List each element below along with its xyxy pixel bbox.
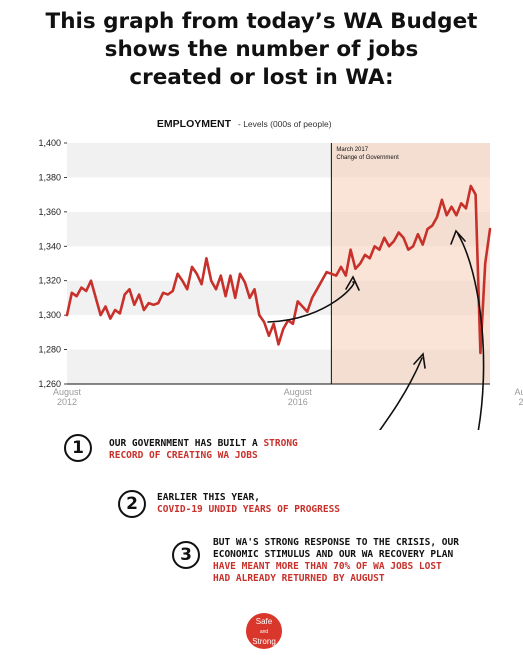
x-tick-label: 2016 bbox=[288, 397, 308, 407]
post-2017-shading bbox=[331, 143, 490, 384]
annotation-3-line-1: BUT WA'S STRONG RESPONSE TO THE CRISIS, … bbox=[213, 537, 459, 548]
annotation-3-number: 3 bbox=[172, 541, 200, 569]
y-tick-label: 1,360 bbox=[38, 207, 61, 217]
annotation-3-line-4: HAD ALREADY RETURNED BY AUGUST bbox=[213, 573, 385, 584]
headline-line-3: created or lost in WA: bbox=[129, 65, 394, 90]
arrow-3-head bbox=[450, 229, 466, 245]
arrow-2-head bbox=[413, 352, 426, 369]
annotation-2-number: 2 bbox=[118, 490, 146, 518]
annotation-1-line-2: RECORD OF CREATING WA JOBS bbox=[109, 450, 258, 461]
event-marker-label-2: Change of Government bbox=[336, 155, 399, 161]
annotation-arrows bbox=[267, 229, 485, 430]
headline-line-1: This graph from today’s WA Budget bbox=[45, 9, 478, 34]
x-tick-label: August bbox=[284, 387, 313, 397]
y-tick-label: 1,320 bbox=[38, 276, 61, 286]
annotation-1-number: 1 bbox=[64, 434, 92, 462]
chart-subtitle: - Levels (000s of people) bbox=[238, 119, 332, 129]
y-axis-ticks: 1,400 1,380 1,360 1,340 1,320 1,300 1,280 1,260 bbox=[38, 138, 67, 389]
y-tick-label: 1,260 bbox=[38, 379, 61, 389]
y-tick-label: 1,280 bbox=[38, 345, 61, 355]
chart-title: EMPLOYMENT bbox=[157, 118, 232, 130]
annotation-1-line-1-red: STRONG bbox=[263, 438, 298, 449]
annotation-1-line-1: OUR GOVERNMENT HAS BUILT A bbox=[109, 438, 258, 449]
employment-chart: March 2017 Change of Government 1,400 1,3… bbox=[38, 118, 523, 430]
arrow-1-head bbox=[345, 275, 360, 291]
event-marker-label-1: March 2017 bbox=[336, 147, 368, 153]
arrow-2 bbox=[379, 357, 423, 430]
y-tick-label: 1,300 bbox=[38, 310, 61, 320]
arrow-1 bbox=[267, 281, 355, 323]
annotation-2: EARLIER THIS YEAR, COVID-19 UNDID YEARS … bbox=[157, 492, 340, 516]
x-axis-ticks: August2012August2016August2020 bbox=[53, 387, 523, 407]
y-tick-label: 1,380 bbox=[38, 172, 61, 182]
x-tick-label: 2012 bbox=[57, 397, 77, 407]
headline: This graph from today’s WA Budget shows … bbox=[0, 8, 523, 92]
annotation-2-line-2: COVID-19 UNDID YEARS OF PROGRESS bbox=[157, 504, 341, 515]
x-tick-label: 2020 bbox=[518, 397, 523, 407]
x-tick-label: August bbox=[53, 387, 82, 397]
y-tick-label: 1,400 bbox=[38, 138, 61, 148]
annotation-2-line-1: EARLIER THIS YEAR, bbox=[157, 492, 260, 503]
arrow-3 bbox=[457, 233, 485, 430]
annotation-3-line-3: HAVE MEANT MORE THAN 70% OF WA JOBS LOST bbox=[213, 561, 442, 572]
annotation-1: OUR GOVERNMENT HAS BUILT A STRONG RECORD… bbox=[109, 438, 298, 462]
annotation-3: BUT WA'S STRONG RESPONSE TO THE CRISIS, … bbox=[213, 537, 459, 585]
y-tick-label: 1,340 bbox=[38, 241, 61, 251]
safe-and-strong-logo: Safe and Strong bbox=[246, 613, 282, 649]
employment-series-line bbox=[65, 184, 492, 355]
headline-line-2: shows the number of jobs bbox=[104, 37, 419, 62]
annotation-3-line-2: ECONOMIC STIMULUS AND OUR WA RECOVERY PL… bbox=[213, 549, 454, 560]
x-tick-label: August bbox=[514, 387, 523, 397]
